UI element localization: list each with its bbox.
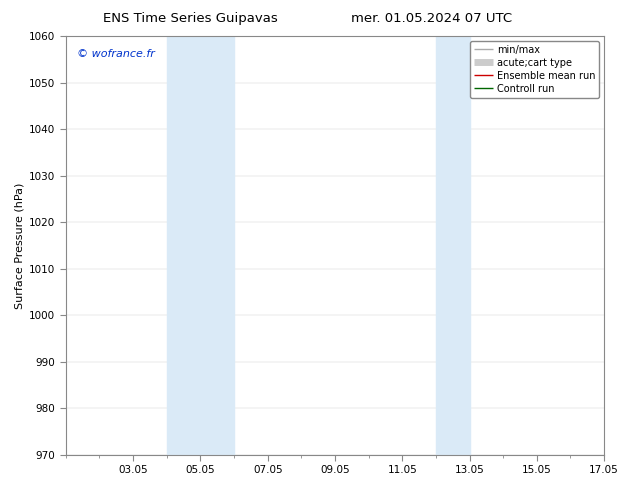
Text: © wofrance.fr: © wofrance.fr: [77, 49, 155, 59]
Bar: [436, 36, 470, 455]
Text: ENS Time Series Guipavas: ENS Time Series Guipavas: [103, 12, 278, 25]
Text: mer. 01.05.2024 07 UTC: mer. 01.05.2024 07 UTC: [351, 12, 512, 25]
Y-axis label: Surface Pressure (hPa): Surface Pressure (hPa): [15, 182, 25, 309]
Legend: min/max, acute;cart type, Ensemble mean run, Controll run: min/max, acute;cart type, Ensemble mean …: [470, 41, 599, 98]
Bar: [167, 36, 234, 455]
